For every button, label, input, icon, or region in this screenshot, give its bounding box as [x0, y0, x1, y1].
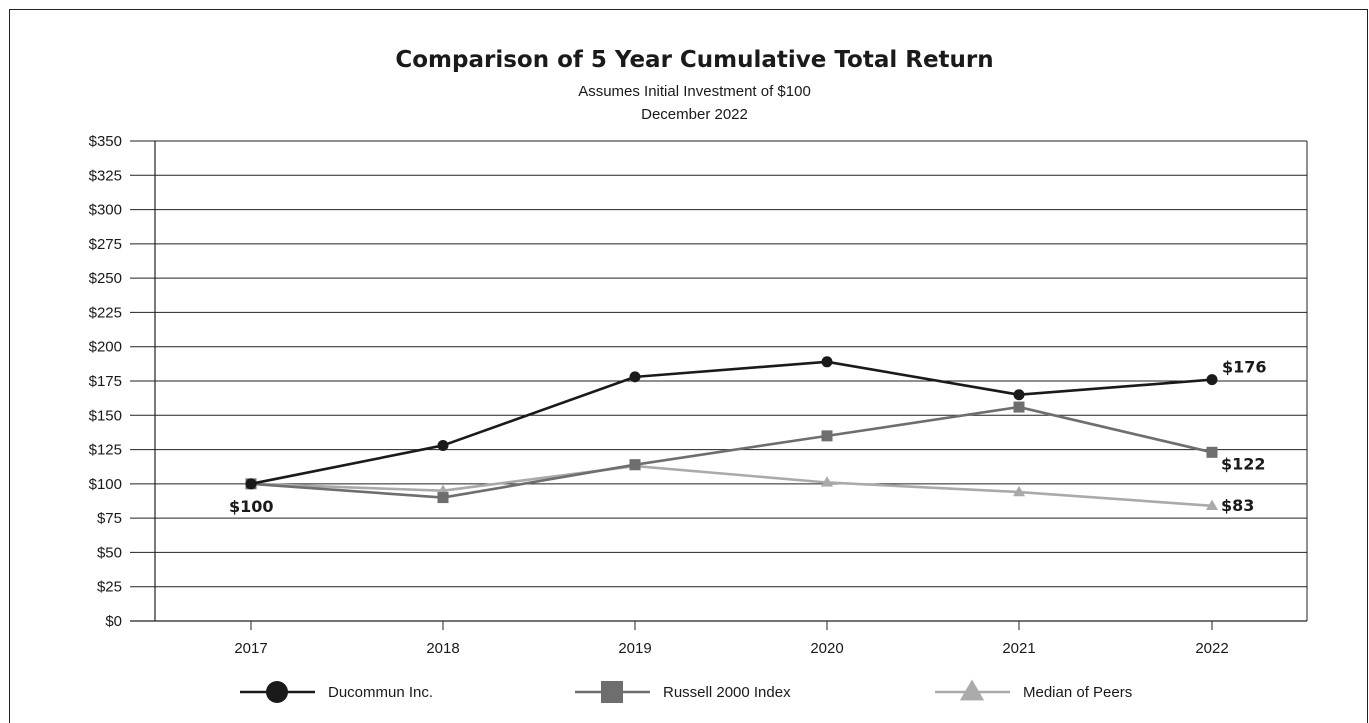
y-tick-label: $100 [89, 476, 122, 493]
data-label: $176 [1222, 358, 1267, 377]
data-point [1206, 374, 1218, 386]
y-tick-label: $75 [97, 510, 122, 527]
chart-title: Comparison of 5 Year Cumulative Total Re… [395, 47, 994, 73]
y-tick-label: $250 [89, 270, 122, 287]
chart-subtitle-date: December 2022 [641, 106, 748, 123]
data-point [1205, 499, 1219, 510]
data-point [820, 476, 834, 487]
x-tick-label: 2020 [810, 640, 843, 657]
x-tick-label: 2018 [426, 640, 459, 657]
y-tick-label: $25 [97, 579, 122, 596]
data-point [1012, 485, 1026, 497]
series-line [250, 464, 1213, 508]
y-tick-label: $275 [89, 236, 122, 253]
data-label: $100 [229, 497, 274, 516]
legend-label: Median of Peers [1023, 684, 1132, 701]
y-tick-label: $225 [89, 304, 122, 321]
x-tick-label: 2017 [234, 640, 267, 657]
data-point [821, 430, 833, 442]
data-point [821, 356, 833, 368]
data-point [245, 478, 257, 490]
x-tick-label: 2019 [618, 640, 651, 657]
legend-label: Ducommun Inc. [328, 684, 433, 701]
x-tick-label: 2022 [1195, 640, 1228, 657]
series-line [250, 405, 1213, 499]
data-point [1206, 446, 1218, 458]
y-tick-label: $325 [89, 167, 122, 184]
data-label: $122 [1221, 454, 1266, 473]
chart-frame [9, 9, 1368, 723]
y-tick-label: $50 [97, 544, 122, 561]
legend-marker [959, 679, 985, 701]
series-line [250, 360, 1213, 486]
legend-label: Russell 2000 Index [663, 684, 791, 701]
data-point [1013, 401, 1025, 413]
x-tick-label: 2021 [1002, 640, 1035, 657]
data-label: $83 [1221, 496, 1254, 515]
y-tick-label: $350 [89, 133, 122, 150]
y-tick-label: $125 [89, 442, 122, 459]
data-point [629, 371, 641, 383]
legend-marker [266, 681, 288, 703]
legend-marker [601, 681, 623, 703]
chart-subtitle-investment: Assumes Initial Investment of $100 [578, 83, 811, 100]
y-tick-label: $150 [89, 407, 122, 424]
y-tick-label: $0 [105, 613, 122, 630]
data-point [1013, 389, 1025, 401]
data-point [437, 492, 449, 504]
data-point [629, 459, 641, 471]
y-tick-label: $175 [89, 373, 122, 390]
y-tick-label: $200 [89, 339, 122, 356]
y-tick-label: $300 [89, 202, 122, 219]
data-point [437, 439, 449, 451]
